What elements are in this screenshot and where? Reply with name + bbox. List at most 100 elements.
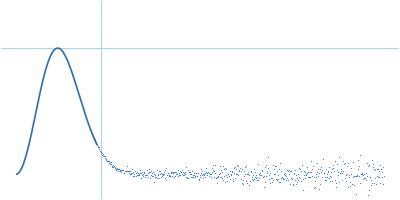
Point <box>193 172 199 175</box>
Point <box>170 170 176 173</box>
Point <box>238 169 244 173</box>
Point <box>247 169 254 172</box>
Point <box>264 171 270 174</box>
Point <box>250 178 256 181</box>
Point <box>262 181 268 184</box>
Point <box>146 170 152 174</box>
Point <box>366 189 372 192</box>
Point <box>110 165 117 168</box>
Point <box>146 170 153 173</box>
Point <box>125 169 131 173</box>
Point <box>160 172 166 176</box>
Point <box>273 164 280 167</box>
Point <box>112 166 118 169</box>
Point <box>294 180 300 183</box>
Point <box>298 180 304 183</box>
Point <box>361 173 368 176</box>
Point <box>151 173 157 176</box>
Point <box>263 174 270 177</box>
Point <box>349 182 356 185</box>
Point <box>356 175 362 178</box>
Point <box>224 175 231 178</box>
Point <box>251 178 257 181</box>
Point <box>339 171 345 174</box>
Point <box>332 178 338 181</box>
Point <box>99 151 105 154</box>
Point <box>329 167 335 171</box>
Point <box>321 171 327 174</box>
Point <box>235 174 242 177</box>
Point <box>204 173 210 176</box>
Point <box>178 170 184 173</box>
Point <box>191 171 198 174</box>
Point <box>205 174 212 177</box>
Point <box>162 168 168 171</box>
Point <box>380 183 386 186</box>
Point <box>184 177 191 180</box>
Point <box>342 176 348 180</box>
Point <box>129 171 135 175</box>
Point <box>186 170 193 174</box>
Point <box>240 174 247 177</box>
Point <box>340 169 346 172</box>
Point <box>334 173 341 176</box>
Point <box>370 165 376 168</box>
Point <box>94 143 100 146</box>
Point <box>140 173 146 176</box>
Point <box>185 169 191 172</box>
Point <box>304 170 311 174</box>
Point <box>296 175 302 178</box>
Point <box>137 171 144 174</box>
Point <box>94 144 101 148</box>
Point <box>288 177 294 180</box>
Point <box>275 178 282 181</box>
Point <box>97 149 103 152</box>
Point <box>336 181 342 184</box>
Point <box>149 171 156 175</box>
Point <box>314 170 320 174</box>
Point <box>234 163 240 166</box>
Point <box>311 179 318 182</box>
Point <box>362 178 369 181</box>
Point <box>349 182 355 185</box>
Point <box>222 167 228 170</box>
Point <box>338 169 344 172</box>
Point <box>177 169 183 172</box>
Point <box>230 178 236 181</box>
Point <box>258 174 264 177</box>
Point <box>331 170 337 173</box>
Point <box>142 175 148 178</box>
Point <box>276 167 282 171</box>
Point <box>217 169 224 172</box>
Point <box>326 176 332 179</box>
Point <box>284 168 290 171</box>
Point <box>270 163 276 166</box>
Point <box>97 149 104 152</box>
Point <box>90 134 96 137</box>
Point <box>138 172 144 175</box>
Point <box>109 164 115 168</box>
Point <box>174 172 180 175</box>
Point <box>275 174 281 177</box>
Point <box>152 173 159 176</box>
Point <box>188 172 194 176</box>
Point <box>344 172 350 175</box>
Point <box>126 170 133 173</box>
Point <box>294 177 300 180</box>
Point <box>309 175 316 178</box>
Point <box>312 175 319 178</box>
Point <box>244 173 250 176</box>
Point <box>175 171 182 174</box>
Point <box>203 167 210 170</box>
Point <box>214 175 220 178</box>
Point <box>242 165 249 168</box>
Point <box>202 176 208 179</box>
Point <box>206 172 212 175</box>
Point <box>130 170 137 174</box>
Point <box>358 173 364 176</box>
Point <box>191 174 197 177</box>
Point <box>236 168 242 171</box>
Point <box>156 170 163 173</box>
Point <box>233 167 240 170</box>
Point <box>281 177 287 181</box>
